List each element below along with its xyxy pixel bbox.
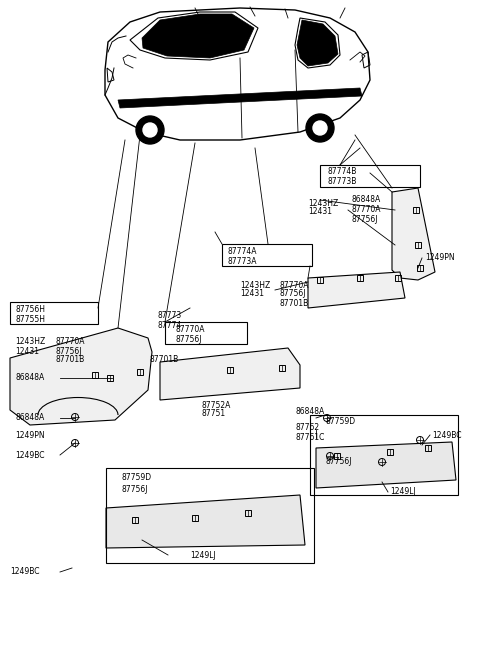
Bar (222, 244, 312, 266)
Text: 1249BC: 1249BC (15, 451, 45, 459)
Text: 87751: 87751 (202, 409, 226, 419)
Circle shape (306, 114, 334, 142)
Bar (279, 365, 285, 371)
Text: 87770A: 87770A (175, 325, 204, 335)
Text: 1249BC: 1249BC (10, 567, 39, 577)
Bar (334, 453, 340, 459)
Bar (320, 165, 420, 187)
Polygon shape (105, 8, 370, 140)
Text: 87701B: 87701B (280, 298, 309, 308)
Text: 87773: 87773 (157, 312, 181, 321)
Text: 87756H: 87756H (15, 306, 45, 314)
Bar (413, 207, 419, 213)
Bar (317, 277, 323, 283)
Polygon shape (106, 495, 305, 548)
Bar (357, 275, 363, 281)
Bar (137, 369, 143, 375)
Text: 87773A: 87773A (228, 256, 257, 266)
Polygon shape (308, 272, 405, 308)
Polygon shape (118, 88, 362, 108)
Text: 87770A: 87770A (280, 281, 310, 289)
Bar (132, 517, 138, 523)
Bar (417, 265, 423, 271)
Text: 87756J: 87756J (175, 335, 202, 344)
Bar (387, 449, 393, 455)
Polygon shape (316, 442, 456, 488)
Text: 87774B: 87774B (328, 167, 358, 176)
Bar (425, 445, 431, 451)
Text: 87774: 87774 (157, 321, 181, 329)
Polygon shape (297, 20, 338, 66)
Text: 12431: 12431 (15, 346, 39, 356)
Bar (310, 415, 458, 495)
Circle shape (313, 121, 327, 135)
Text: 87756J: 87756J (55, 346, 82, 356)
Text: 86848A: 86848A (15, 413, 44, 422)
Text: 1249PN: 1249PN (15, 430, 45, 440)
Bar (107, 375, 113, 381)
Text: 87761C: 87761C (296, 434, 325, 443)
Text: 87773B: 87773B (328, 176, 358, 186)
Text: 1249LJ: 1249LJ (390, 487, 416, 497)
Polygon shape (160, 348, 300, 400)
Text: 87759D: 87759D (326, 417, 356, 426)
Text: 1243HZ: 1243HZ (240, 281, 270, 289)
Bar (227, 367, 233, 373)
Text: 12431: 12431 (240, 289, 264, 298)
Text: 1249LJ: 1249LJ (190, 550, 216, 560)
Circle shape (136, 116, 164, 144)
Polygon shape (142, 14, 254, 58)
Text: 1249BC: 1249BC (432, 430, 461, 440)
Bar (106, 468, 314, 563)
Circle shape (143, 123, 157, 137)
Text: 1243HZ: 1243HZ (308, 199, 338, 207)
Text: 1243HZ: 1243HZ (15, 337, 45, 346)
Bar (245, 510, 251, 516)
Text: 87774A: 87774A (228, 247, 257, 256)
Text: 87701B: 87701B (150, 356, 179, 365)
Text: 87752A: 87752A (202, 401, 231, 409)
Text: 87762: 87762 (296, 424, 320, 432)
Text: 12431: 12431 (308, 207, 332, 216)
Text: 87756J: 87756J (326, 457, 352, 466)
Text: 87756J: 87756J (122, 485, 148, 495)
Polygon shape (392, 188, 435, 280)
Text: 87756J: 87756J (280, 289, 307, 298)
Bar (92, 372, 98, 378)
Text: 87770A: 87770A (352, 205, 382, 215)
Text: 87756J: 87756J (352, 216, 379, 224)
Polygon shape (10, 328, 152, 425)
Bar (165, 322, 247, 344)
Text: 87770A: 87770A (55, 337, 84, 346)
Bar (395, 275, 401, 281)
Bar (10, 302, 98, 324)
Text: 87759D: 87759D (122, 474, 152, 483)
Bar (415, 242, 421, 248)
Text: 86848A: 86848A (352, 195, 381, 205)
Text: 1249PN: 1249PN (425, 253, 455, 262)
Text: 87755H: 87755H (15, 314, 45, 323)
Text: 87701B: 87701B (55, 356, 84, 365)
Bar (192, 515, 198, 521)
Text: 86848A: 86848A (15, 373, 44, 382)
Text: 86848A: 86848A (296, 407, 325, 417)
